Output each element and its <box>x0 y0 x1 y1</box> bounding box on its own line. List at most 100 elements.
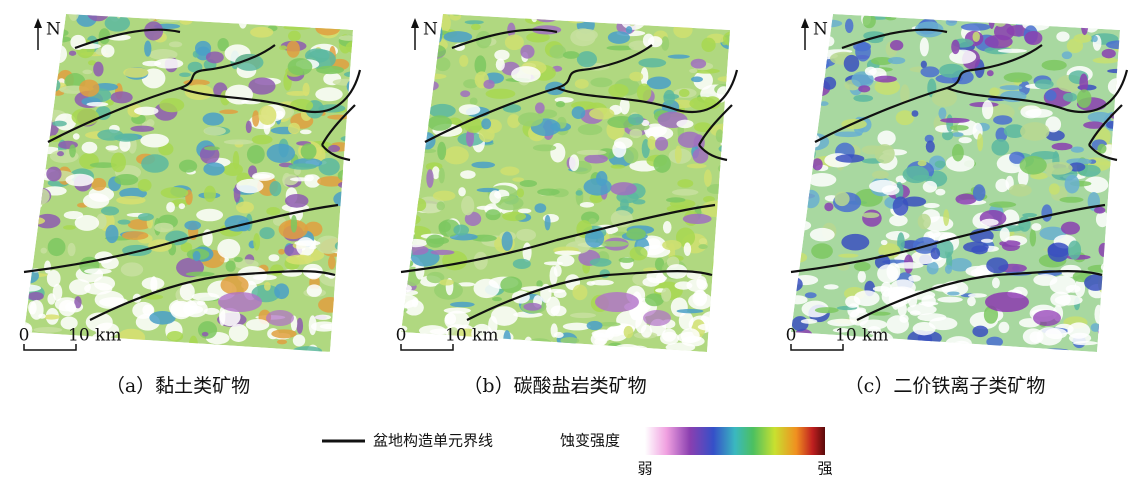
texture <box>636 83 652 102</box>
texture <box>674 145 682 164</box>
texture <box>949 124 969 131</box>
texture <box>490 306 518 326</box>
north-arrow-head <box>801 18 809 28</box>
texture <box>93 61 104 77</box>
texture <box>517 208 532 214</box>
texture <box>223 139 254 145</box>
texture <box>120 262 144 277</box>
texture <box>438 221 451 233</box>
texture <box>471 161 496 169</box>
texture <box>516 228 537 242</box>
texture <box>27 291 44 301</box>
texture <box>1115 275 1120 289</box>
texture <box>834 131 863 138</box>
texture <box>302 82 310 97</box>
texture <box>24 284 42 292</box>
texture <box>718 143 730 154</box>
texture <box>24 194 30 200</box>
texture <box>50 44 68 64</box>
texture <box>426 271 445 284</box>
texture <box>857 270 866 283</box>
texture <box>318 297 343 313</box>
texture <box>912 321 936 336</box>
texture <box>902 196 927 207</box>
texture <box>553 331 564 339</box>
texture <box>327 114 351 120</box>
texture <box>251 134 273 145</box>
texture <box>121 231 149 241</box>
texture <box>1097 161 1120 166</box>
texture <box>700 200 730 218</box>
texture <box>137 213 154 221</box>
texture <box>266 310 294 326</box>
texture <box>972 184 986 202</box>
texture <box>598 321 621 327</box>
scale-end: 10 km <box>68 326 121 346</box>
texture <box>437 141 447 161</box>
texture <box>1041 348 1070 352</box>
texture <box>248 77 276 95</box>
texture <box>160 187 189 199</box>
texture <box>504 34 524 51</box>
texture <box>620 14 638 24</box>
texture <box>402 113 425 133</box>
texture <box>944 264 953 274</box>
texture <box>817 342 825 352</box>
texture <box>419 84 428 96</box>
texture <box>276 14 301 17</box>
texture <box>1117 219 1120 226</box>
texture <box>803 334 820 346</box>
north-label: N <box>423 20 438 40</box>
texture <box>610 182 637 196</box>
texture <box>692 289 707 307</box>
texture <box>315 235 342 254</box>
texture <box>1008 184 1032 197</box>
texture <box>316 65 345 75</box>
texture <box>670 297 688 317</box>
texture <box>403 238 428 248</box>
texture <box>185 271 215 277</box>
texture <box>887 351 908 352</box>
texture <box>1036 327 1063 346</box>
texture <box>952 144 964 162</box>
texture <box>25 66 32 77</box>
map-base <box>791 14 1120 352</box>
texture <box>287 58 313 76</box>
texture <box>24 15 36 33</box>
texture <box>794 112 814 123</box>
texture <box>576 149 607 156</box>
texture <box>680 328 700 344</box>
texture <box>997 14 1016 19</box>
texture <box>401 179 414 189</box>
texture <box>72 133 80 140</box>
texture <box>1033 310 1061 326</box>
texture <box>296 317 304 334</box>
texture <box>722 224 730 237</box>
texture <box>296 237 315 256</box>
texture <box>279 45 288 51</box>
boundary-line <box>179 69 362 113</box>
texture <box>902 165 930 184</box>
texture <box>791 220 812 231</box>
texture <box>39 74 52 90</box>
texture <box>908 275 921 282</box>
texture <box>461 195 475 216</box>
texture <box>1068 162 1086 172</box>
texture <box>555 100 566 108</box>
texture <box>257 14 276 20</box>
panel-caption: （c）二价铁离子类矿物 <box>845 375 1046 397</box>
texture <box>862 212 880 219</box>
texture <box>347 300 353 305</box>
texture <box>60 316 78 330</box>
texture <box>945 154 975 172</box>
texture <box>222 162 243 177</box>
texture <box>589 258 612 267</box>
texture <box>1033 274 1058 286</box>
texture <box>934 160 946 168</box>
texture <box>727 190 730 200</box>
texture <box>812 158 823 171</box>
texture <box>306 267 321 280</box>
texture <box>203 185 216 203</box>
texture <box>168 346 185 352</box>
texture <box>619 198 629 210</box>
